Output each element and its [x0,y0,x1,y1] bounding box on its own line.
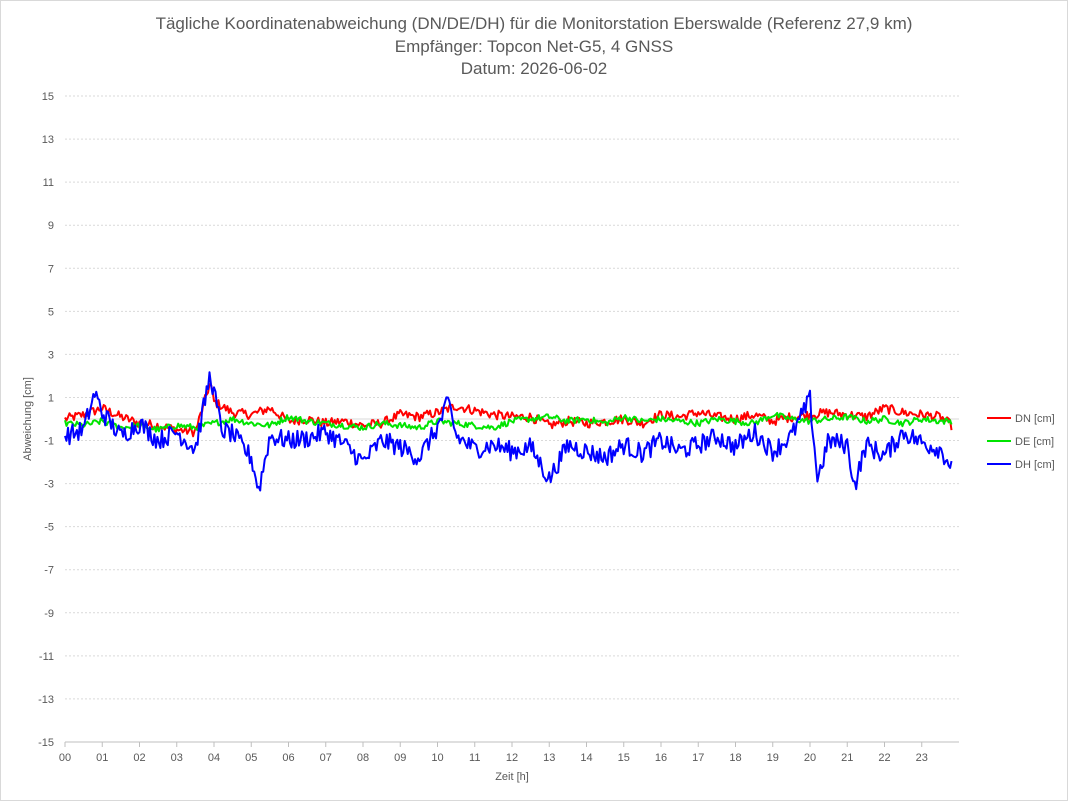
x-tick-label: 06 [282,752,294,764]
series-lines [64,371,953,492]
x-tick-label: 02 [133,752,145,764]
x-tick-label: 08 [357,752,369,764]
chart-title-line-2: Empfänger: Topcon Net-G5, 4 GNSS [395,37,673,56]
x-tick-label: 03 [171,752,183,764]
y-tick-label: -13 [38,694,54,706]
x-axis-ticks: 00 01 02 03 04 05 06 07 08 09 10 11 12 13 14 15 16 17 18 19… [59,742,928,764]
x-tick-label: 13 [543,752,555,764]
y-axis-label: Abweichung [cm] [22,377,34,461]
x-tick-label: 18 [729,752,741,764]
y-tick-label: -11 [39,651,54,663]
x-tick-label: 14 [580,752,592,764]
x-tick-label: 22 [878,752,890,764]
legend-label-0: DN [cm] [1015,413,1055,425]
chart-title-line-3: Datum: 2026-06-02 [461,59,607,78]
legend-label-2: DH [cm] [1015,459,1055,471]
y-tick-label: 5 [48,306,54,318]
y-tick-label: -15 [38,737,54,749]
x-tick-label: 21 [841,752,853,764]
x-tick-label: 00 [59,752,71,764]
series-line-2 [64,371,953,492]
y-tick-label: -5 [44,522,54,534]
y-tick-label: 3 [48,349,54,361]
x-tick-label: 16 [655,752,667,764]
x-tick-label: 23 [916,752,928,764]
x-tick-label: 15 [618,752,630,764]
x-axis-label: Zeit [h] [495,771,529,783]
y-tick-label: -7 [44,565,54,577]
y-tick-label: -1 [44,436,54,448]
y-tick-label: 15 [42,91,54,103]
y-tick-label: 7 [48,263,54,275]
x-tick-label: 05 [245,752,257,764]
x-tick-label: 07 [320,752,332,764]
x-tick-label: 01 [96,752,108,764]
y-tick-label: 9 [48,220,54,232]
x-tick-label: 19 [767,752,779,764]
x-tick-label: 04 [208,752,220,764]
y-tick-label: -9 [44,608,54,620]
y-tick-label: -3 [44,479,54,491]
y-axis-ticks: 15 13 11 9 7 5 3 1 -1 -3 -5 -7 -9 -11 -13 -15 [38,91,54,749]
x-tick-label: 09 [394,752,406,764]
legend: DN [cm] DE [cm] DH [cm] [987,413,1055,471]
x-tick-label: 11 [469,752,480,764]
x-tick-label: 12 [506,752,518,764]
x-tick-label: 17 [692,752,704,764]
y-tick-label: 13 [42,134,54,146]
x-tick-label: 10 [431,752,443,764]
y-tick-label: 1 [48,392,54,404]
series-line-1 [64,411,953,433]
y-tick-label: 11 [43,177,54,189]
chart-title-line-1: Tägliche Koordinatenabweichung (DN/DE/DH… [156,14,913,33]
legend-label-1: DE [cm] [1015,436,1054,448]
x-tick-label: 20 [804,752,816,764]
